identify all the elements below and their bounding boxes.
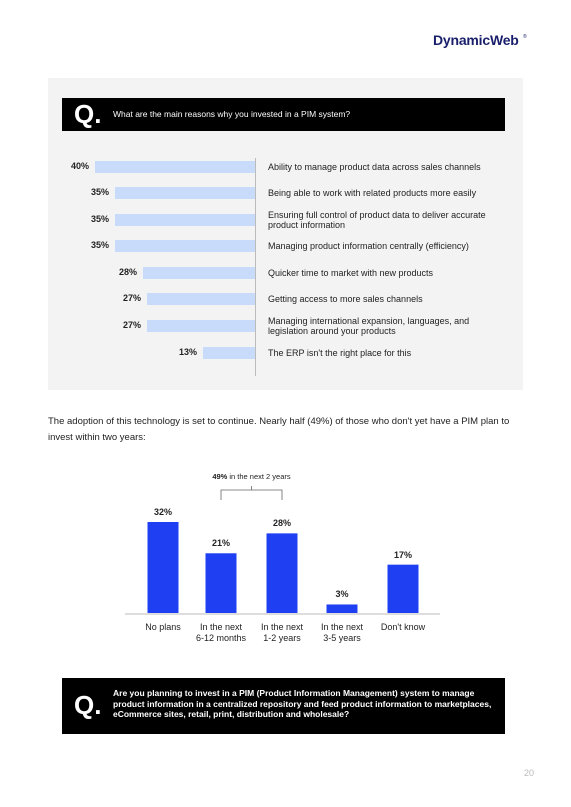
category-label: Ensuring full control of product data to…	[268, 209, 486, 231]
value-label: 27%	[122, 293, 141, 303]
bar	[95, 161, 255, 173]
bar	[326, 604, 358, 613]
bar	[147, 522, 179, 613]
bar	[143, 267, 255, 279]
bar	[205, 553, 237, 613]
question-bar: Q. What are the main reasons why you inv…	[62, 98, 505, 131]
bar	[387, 564, 419, 613]
value-label: 27%	[122, 320, 141, 330]
annotation-value: 49%	[212, 472, 228, 481]
value-label: 40%	[70, 161, 89, 171]
question-text: What are the main reasons why you invest…	[113, 109, 351, 119]
category-label: Don't know	[380, 622, 426, 632]
category-label: No plans	[145, 622, 181, 632]
category-label: In the next 6-12 months	[195, 622, 247, 643]
question-bar: Q. Are you planning to invest in a PIM (…	[62, 678, 505, 734]
q-mark: Q.	[74, 690, 102, 720]
bar	[115, 187, 255, 199]
annotation: 49% in the next 2 years	[172, 472, 332, 481]
annotation-text: in the next 2 years	[229, 472, 291, 481]
value-label: 35%	[90, 240, 109, 250]
category-label: The ERP isn't the right place for this	[268, 347, 412, 358]
value-label: 32%	[153, 507, 172, 517]
category-label: In the next 1-2 years	[260, 622, 304, 643]
trademark: ®	[523, 34, 527, 40]
bar	[203, 347, 255, 359]
bar	[115, 214, 255, 226]
bar	[115, 240, 255, 252]
value-label: 28%	[272, 518, 291, 529]
category-label: Quicker time to market with new products	[268, 267, 434, 278]
value-label: 35%	[90, 214, 109, 224]
value-label: 28%	[118, 267, 137, 277]
category-label: Ability to manage product data across sa…	[268, 161, 481, 172]
bar	[266, 533, 298, 613]
logo: DynamicWeb	[433, 32, 519, 48]
category-label: Getting access to more sales channels	[268, 293, 423, 304]
category-label: Being able to work with related products…	[268, 187, 477, 198]
category-label: In the next 3-5 years	[320, 622, 364, 643]
paragraph: The adoption of this technology is set t…	[48, 416, 510, 443]
page-number: 20	[524, 768, 535, 778]
bar	[147, 320, 255, 332]
value-label: 17%	[393, 549, 412, 560]
question-text: Are you planning to invest in a PIM (Pro…	[113, 688, 492, 719]
value-label: 21%	[211, 538, 230, 549]
category-label: Managing international expansion, langua…	[268, 315, 470, 337]
bracket	[220, 489, 283, 500]
value-label: 35%	[90, 187, 109, 197]
value-label: 13%	[178, 347, 197, 357]
category-label: Managing product information centrally (…	[268, 240, 469, 251]
value-label: 3%	[335, 589, 349, 600]
q-mark: Q.	[74, 99, 102, 129]
bar	[147, 293, 255, 305]
